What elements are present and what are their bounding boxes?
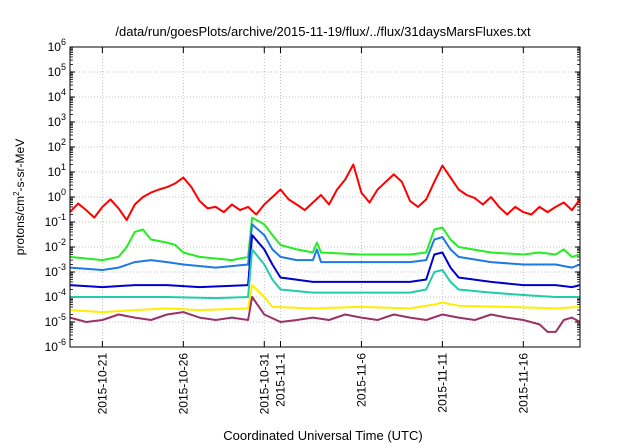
y-axis-label: protons/cm2-s-sr-MeV [12,139,27,255]
y-tick-label: 106 [48,37,66,54]
series-line-4 [69,234,581,289]
x-axis: 2015-10-21 2015-10-26 2015-10-31 2015-11-1 2… [95,47,530,414]
y-tick-label: 104 [48,87,66,104]
x-tick-label: 2015-10-31 [257,353,271,415]
series-line-6 [69,284,581,314]
plot-frame [69,46,581,348]
x-tick-label: 2015-11-6 [354,353,368,407]
x-tick-label: 2015-11-11 [435,353,449,413]
y-tick-label: 10-1 [45,212,66,229]
y-tick-label: 10-3 [45,262,66,279]
x-tick-label: 2015-11-16 [516,353,530,414]
x-tick-label: 2015-10-21 [95,353,109,415]
series-line-1 [69,163,581,221]
grid [70,47,580,347]
series-group [69,163,581,333]
x-tick-label: 2015-11-1 [273,353,287,407]
series-line-7 [69,296,581,333]
chart-title: /data/run/goesPlots/archive/2015-11-19/f… [115,24,531,39]
y-tick-label: 10-5 [45,312,66,329]
series-line-2 [69,216,581,262]
y-tick-label: 10-4 [45,287,66,304]
y-tick-label: 100 [48,187,66,204]
x-axis-label: Coordinated Universal Time (UTC) [223,428,422,443]
y-tick-label: 101 [48,162,66,179]
y-tick-label: 103 [48,112,66,129]
y-tick-label: 105 [48,62,66,79]
series-line-3 [69,223,581,271]
y-tick-label: 10-6 [45,337,66,354]
x-tick-label: 2015-10-26 [176,353,190,415]
y-tick-label: 10-2 [45,237,66,254]
y-tick-label: 102 [48,137,66,154]
series-line-5 [70,248,580,300]
